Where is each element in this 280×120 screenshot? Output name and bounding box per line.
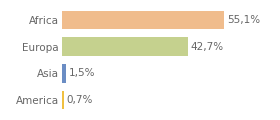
Bar bbox=[62, 11, 225, 29]
Text: 0,7%: 0,7% bbox=[66, 95, 92, 105]
Bar bbox=[62, 37, 188, 56]
Text: 55,1%: 55,1% bbox=[227, 15, 260, 25]
Bar bbox=[62, 91, 64, 109]
Text: 42,7%: 42,7% bbox=[190, 42, 223, 52]
Text: 1,5%: 1,5% bbox=[68, 68, 95, 78]
Bar bbox=[62, 64, 66, 83]
